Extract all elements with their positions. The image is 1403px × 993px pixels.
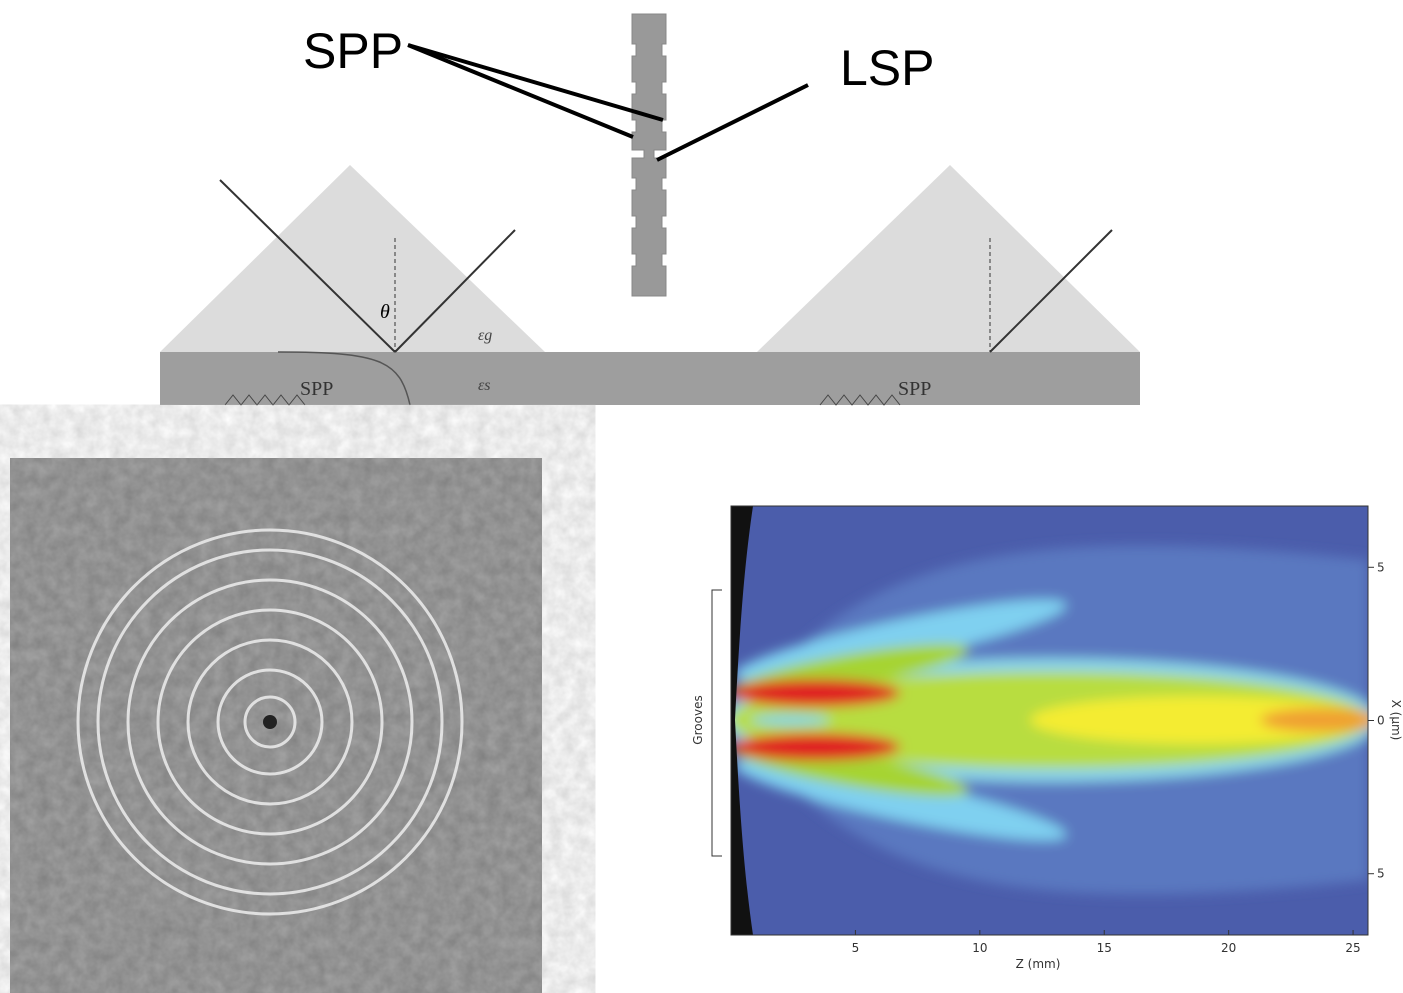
spp-callout: SPP (303, 23, 403, 79)
x-tick-label: 5 (852, 941, 860, 955)
x-tick-label: 15 (1097, 941, 1112, 955)
x-tick-label: 10 (972, 941, 987, 955)
y-axis-label: X (μm) (1389, 700, 1403, 741)
permittivity-label: εs (478, 377, 491, 394)
angle-label: θ (380, 301, 390, 323)
prism-diagram: θ εg εs SPP SPP SPP LSP (160, 14, 1140, 405)
x-axis-label: Z (mm) (1016, 957, 1061, 971)
permittivity-label: εg (478, 327, 492, 344)
leader-line (408, 45, 663, 120)
field-plot: Grooves Z (mm) X (μm) 5 10 15 20 25 5 0 5 (691, 506, 1403, 971)
spp-label: SPP (300, 378, 333, 400)
x-tick-label: 20 (1221, 941, 1236, 955)
figure: θ εg εs SPP SPP SPP LSP (0, 0, 1403, 993)
leader-line (408, 45, 633, 137)
center-hole (263, 715, 277, 729)
leader-line (657, 85, 808, 160)
y-tick-label: 5 (1377, 560, 1385, 574)
grooves-label: Grooves (691, 695, 705, 744)
y-tick-label: 5 (1377, 867, 1385, 881)
tip-structure (632, 14, 666, 296)
x-tick-label: 25 (1345, 941, 1360, 955)
lsp-callout: LSP (840, 40, 935, 96)
bullseye-image (10, 458, 542, 993)
spp-label: SPP (898, 378, 931, 400)
y-tick-label: 0 (1377, 714, 1385, 728)
grooves-bracket (712, 590, 722, 856)
